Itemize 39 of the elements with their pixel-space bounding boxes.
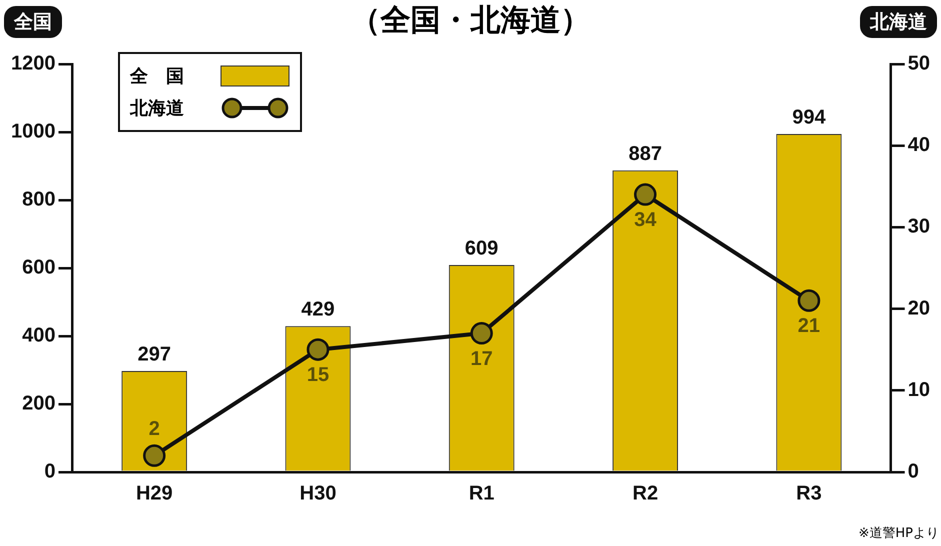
data-label: 34	[634, 209, 658, 232]
point	[470, 322, 493, 345]
x-tick-label: H29	[136, 482, 173, 505]
y-axis-title: 全国	[4, 6, 62, 38]
y2-tick-label: 50	[908, 52, 930, 75]
text: ※道警HPより	[858, 525, 939, 542]
y-tick-label: 1200	[10, 52, 56, 75]
data-label: 21	[798, 315, 820, 338]
y-tick-label: 200	[22, 392, 56, 415]
x-tick-label: H30	[300, 482, 336, 505]
point	[634, 183, 657, 206]
y2-tick-label: 30	[908, 216, 930, 238]
chart-title: （全国・北海道）	[350, 3, 590, 38]
y2-axis-title: 北海道	[860, 6, 937, 38]
legend-label: 全 国	[130, 65, 185, 88]
y2-tick-label: 10	[908, 378, 930, 401]
data-label: 2	[148, 418, 160, 440]
legend-label: 北海道	[130, 97, 185, 120]
y-tick-label: 600	[22, 256, 56, 279]
y-tick-label: 800	[22, 188, 56, 211]
y2-tick-label: 0	[908, 460, 919, 483]
y2-tick-label: 20	[908, 297, 930, 320]
x-tick-label: R3	[796, 482, 822, 505]
y-tick-label: 1000	[10, 120, 56, 143]
data-label: 887	[628, 142, 662, 165]
y2-tick-label: 40	[908, 134, 930, 156]
data-label: 15	[306, 364, 330, 386]
data-label: 297	[138, 344, 172, 366]
y-tick-label: 0	[44, 460, 56, 483]
point	[798, 289, 820, 312]
data-label: 994	[792, 106, 826, 129]
data-label: 429	[301, 298, 335, 321]
x-tick-label: R1	[468, 482, 494, 505]
x-tick-label: R2	[632, 482, 658, 505]
data-label: 609	[464, 237, 498, 260]
point	[143, 444, 166, 467]
point	[306, 338, 330, 361]
data-label: 17	[470, 348, 493, 370]
y-tick-label: 400	[22, 324, 56, 347]
